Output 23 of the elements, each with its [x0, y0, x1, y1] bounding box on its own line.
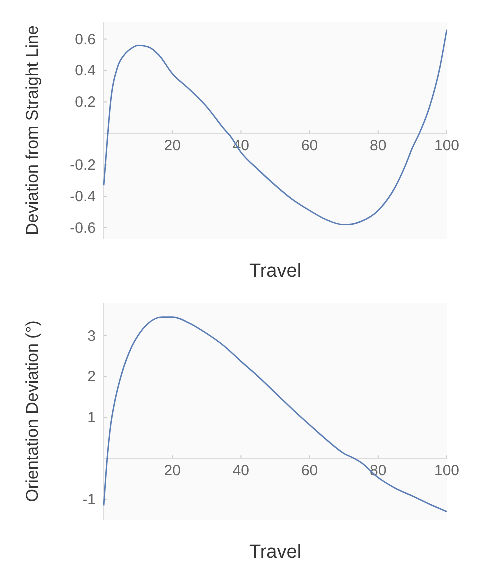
y-axis-title: Orientation Deviation (°): [23, 320, 42, 502]
x-tick-label: 40: [232, 462, 250, 480]
y-tick-label: 1: [88, 410, 96, 427]
x-tick-label: 20: [164, 462, 181, 480]
x-axis-title: Travel: [249, 542, 302, 563]
y-tick-label: 0.4: [75, 62, 96, 80]
x-tick-label: 20: [164, 138, 181, 155]
x-tick-label: 100: [434, 462, 460, 480]
x-axis-title: Travel: [249, 261, 302, 282]
y-tick-label: 0.2: [75, 94, 96, 112]
y-axis-title: Deviation from Straight Line: [23, 26, 42, 236]
x-tick-label: 60: [301, 462, 318, 480]
y-tick-label: -1: [82, 492, 96, 509]
y-tick-label: -0.4: [70, 188, 96, 206]
x-tick-label: 60: [301, 138, 318, 155]
y-tick-label: 2: [88, 368, 96, 386]
y-tick-label: -0.2: [70, 157, 96, 174]
y-tick-label: 3: [88, 328, 96, 345]
y-tick-label: 0.6: [75, 31, 96, 48]
x-tick-label: 80: [370, 462, 387, 480]
x-tick-label: 100: [434, 138, 460, 155]
y-tick-label: -0.6: [70, 220, 96, 237]
x-tick-label: 80: [370, 138, 387, 155]
